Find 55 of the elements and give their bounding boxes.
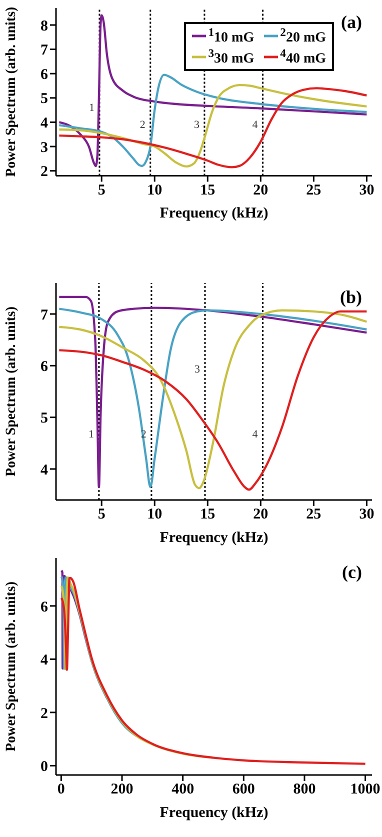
y-tick-label: 4 [40,652,48,669]
annotation: 3 [194,363,200,376]
x-axis-title: Frequency (kHz) [160,206,268,222]
x-axis-title: Frequency (kHz) [160,805,268,821]
annotation: (a) [341,12,362,33]
y-tick-label: 0 [40,759,48,776]
x-tick-label: 5 [98,506,106,523]
x-tick-label: 30 [359,182,374,198]
y-tick-label: 6 [40,66,48,83]
annotation: 1 [88,428,94,440]
legend-label: $^{4}$40 mG [280,46,326,68]
y-tick-label: 2 [40,706,48,722]
y-axis-title: Power Spectrum (arb. units) [4,6,19,177]
x-tick-label: 15 [200,506,216,523]
y-tick-label: 7 [40,307,48,324]
x-axis-title: Frequency (kHz) [160,530,268,546]
y-tick-label: 6 [40,599,48,616]
x-tick-label: 25 [306,182,322,198]
x-tick-label: 20 [253,182,268,198]
x-tick-label: 25 [306,506,322,523]
x-tick-label: 10 [147,182,162,198]
x-tick-label: 15 [200,182,216,198]
legend-label: $^{1}$10 mG [208,26,254,47]
annotation: 3 [194,118,200,131]
legend-label: $^{2}$20 mG [280,26,326,47]
annotation: 2 [140,118,146,131]
annotation: 4 [252,118,258,131]
y-tick-label: 7 [40,42,48,59]
x-tick-label: 600 [232,782,255,798]
x-tick-label: 20 [253,506,268,523]
x-tick-label: 200 [110,782,134,798]
line-series [60,576,138,738]
annotation: 1 [88,102,94,114]
legend-label: $^{3}$30 mG [208,46,254,68]
y-tick-label: 6 [40,358,48,375]
y-tick-label: 5 [40,91,48,108]
y-tick-label: 5 [40,410,48,427]
x-tick-label: 400 [172,782,194,798]
y-tick-label: 3 [40,140,48,156]
y-tick-label: 4 [40,116,48,132]
x-tick-label: 800 [293,782,316,798]
line-series [58,14,368,168]
y-tick-label: 8 [40,18,48,34]
x-tick-label: 0 [57,782,65,798]
y-axis-title: Power Spectrum (arb. units) [4,306,19,477]
annotation: (c) [342,562,362,583]
x-tick-label: 10 [147,506,162,523]
annotation: (b) [340,287,362,308]
y-tick-label: 4 [40,462,48,478]
x-tick-label: 5 [98,182,106,198]
x-tick-label: 30 [359,506,374,523]
annotation: 4 [252,428,258,440]
y-tick-label: 2 [40,164,48,180]
y-axis-title: Power Spectrum (arb. units) [4,581,19,752]
x-tick-label: 1000 [350,782,380,798]
